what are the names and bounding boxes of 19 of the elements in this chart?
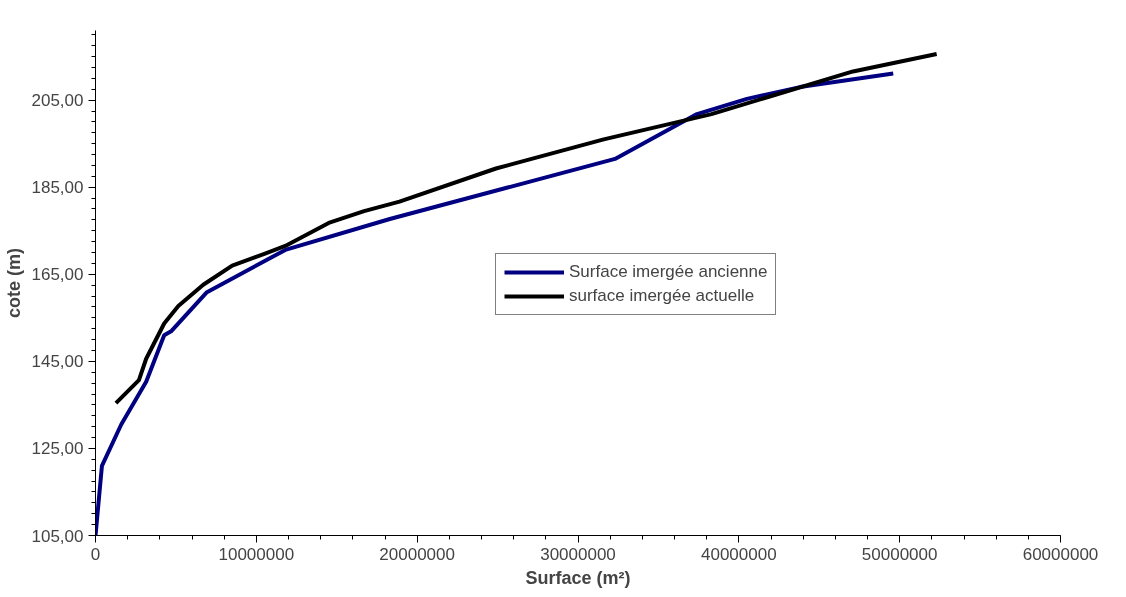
x-tick-label: 40000000 xyxy=(701,544,777,564)
y-tick-label: 205,00 xyxy=(31,91,84,111)
x-tick-label: 60000000 xyxy=(1022,544,1099,564)
y-tick-label: 145,00 xyxy=(31,352,84,372)
y-tick-label: 185,00 xyxy=(31,178,84,198)
y-tick-label: 125,00 xyxy=(31,439,84,459)
y-axis-title: cote (m) xyxy=(3,247,24,318)
legend-label: surface imergée actuelle xyxy=(569,286,755,306)
x-tick-label: 10000000 xyxy=(218,544,295,564)
x-tick-label: 0 xyxy=(90,544,101,564)
x-tick-label: 20000000 xyxy=(379,544,455,564)
line-series xyxy=(113,52,939,406)
line-series xyxy=(95,71,896,536)
x-axis-title: Surface (m²) xyxy=(525,567,631,588)
y-tick-label: 105,00 xyxy=(31,526,84,546)
legend-label: Surface imergée ancienne xyxy=(569,262,768,282)
x-tick-label: 50000000 xyxy=(861,544,938,564)
y-tick-label: 165,00 xyxy=(31,265,84,285)
x-tick-label: 30000000 xyxy=(540,544,616,564)
